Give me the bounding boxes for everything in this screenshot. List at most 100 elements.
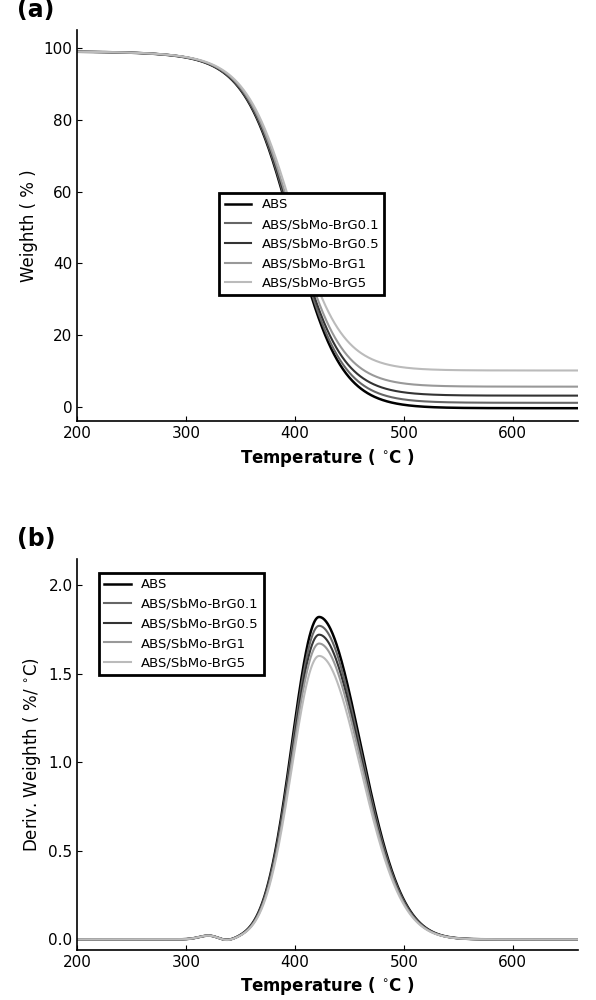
ABS — [294, 244, 302, 256]
ABS/SbMo-BrG0.5 — [74, 46, 81, 58]
ABS/SbMo-BrG0.1 — [473, 397, 480, 409]
Legend: ABS, ABS/SbMo-BrG0.1, ABS/SbMo-BrG0.5, ABS/SbMo-BrG1, ABS/SbMo-BrG5: ABS, ABS/SbMo-BrG0.1, ABS/SbMo-BrG0.5, A… — [219, 193, 384, 295]
ABS — [418, 401, 425, 413]
ABS/SbMo-BrG1 — [277, 170, 284, 182]
ABS/SbMo-BrG1 — [464, 380, 471, 392]
ABS/SbMo-BrG5 — [224, 934, 231, 946]
ABS/SbMo-BrG0.5 — [74, 933, 81, 945]
ABS/SbMo-BrG0.5 — [277, 822, 284, 834]
ABS/SbMo-BrG0.5 — [294, 237, 302, 249]
ABS/SbMo-BrG5 — [74, 933, 81, 945]
ABS/SbMo-BrG5 — [418, 363, 425, 375]
ABS/SbMo-BrG5 — [464, 364, 471, 376]
ABS/SbMo-BrG0.5 — [125, 47, 132, 59]
ABS/SbMo-BrG5 — [125, 47, 132, 59]
ABS/SbMo-BrG5 — [277, 830, 284, 842]
Line: ABS/SbMo-BrG1: ABS/SbMo-BrG1 — [77, 644, 578, 940]
ABS — [224, 934, 231, 946]
ABS/SbMo-BrG0.5 — [575, 390, 582, 402]
ABS/SbMo-BrG1 — [74, 46, 81, 58]
ABS — [464, 402, 471, 414]
ABS — [465, 933, 473, 945]
ABS/SbMo-BrG1 — [575, 933, 582, 945]
ABS/SbMo-BrG0.1 — [295, 698, 302, 710]
Line: ABS/SbMo-BrG0.1: ABS/SbMo-BrG0.1 — [77, 52, 578, 403]
ABS/SbMo-BrG0.1 — [125, 47, 132, 59]
ABS/SbMo-BrG0.1 — [418, 395, 425, 407]
Line: ABS/SbMo-BrG0.5: ABS/SbMo-BrG0.5 — [77, 635, 578, 940]
ABS/SbMo-BrG5 — [575, 364, 582, 376]
X-axis label: Temperature ( $^{\circ}$C ): Temperature ( $^{\circ}$C ) — [240, 447, 415, 469]
ABS/SbMo-BrG1 — [294, 232, 302, 244]
ABS — [125, 933, 132, 945]
ABS/SbMo-BrG1 — [465, 933, 473, 945]
ABS/SbMo-BrG1 — [575, 381, 582, 393]
ABS/SbMo-BrG0.5 — [224, 934, 231, 946]
ABS/SbMo-BrG0.5 — [474, 933, 482, 945]
ABS/SbMo-BrG0.1 — [125, 933, 132, 945]
ABS/SbMo-BrG0.5 — [575, 933, 582, 945]
ABS/SbMo-BrG5 — [295, 721, 302, 733]
ABS/SbMo-BrG1 — [473, 380, 480, 392]
ABS/SbMo-BrG0.1 — [315, 620, 322, 632]
ABS — [295, 691, 302, 703]
ABS/SbMo-BrG1 — [315, 638, 322, 650]
ABS/SbMo-BrG1 — [74, 933, 81, 945]
ABS/SbMo-BrG1 — [125, 47, 132, 59]
ABS/SbMo-BrG0.5 — [464, 389, 471, 401]
ABS — [74, 933, 81, 945]
ABS/SbMo-BrG5 — [294, 223, 302, 235]
ABS/SbMo-BrG0.1 — [224, 934, 231, 946]
ABS/SbMo-BrG5 — [74, 46, 81, 58]
ABS — [474, 933, 482, 945]
Line: ABS/SbMo-BrG5: ABS/SbMo-BrG5 — [77, 52, 578, 370]
ABS/SbMo-BrG1 — [125, 933, 132, 945]
Y-axis label: Deriv. Weighth ( %/ $^{\circ}$C): Deriv. Weighth ( %/ $^{\circ}$C) — [21, 657, 43, 852]
ABS/SbMo-BrG1 — [474, 933, 482, 945]
Y-axis label: Weighth ( % ): Weighth ( % ) — [20, 169, 38, 282]
ABS/SbMo-BrG0.1 — [74, 933, 81, 945]
ABS — [125, 47, 132, 59]
ABS/SbMo-BrG1 — [418, 379, 425, 391]
ABS/SbMo-BrG0.5 — [277, 174, 284, 186]
Line: ABS/SbMo-BrG0.1: ABS/SbMo-BrG0.1 — [77, 626, 578, 940]
ABS/SbMo-BrG5 — [575, 933, 582, 945]
ABS/SbMo-BrG5 — [474, 933, 482, 945]
ABS/SbMo-BrG0.1 — [575, 397, 582, 409]
ABS/SbMo-BrG0.1 — [277, 176, 284, 188]
ABS/SbMo-BrG0.5 — [418, 920, 426, 932]
ABS — [418, 919, 426, 931]
ABS/SbMo-BrG0.1 — [575, 933, 582, 945]
ABS/SbMo-BrG0.1 — [464, 397, 471, 409]
ABS — [277, 816, 284, 828]
ABS — [575, 402, 582, 414]
ABS/SbMo-BrG0.1 — [465, 933, 473, 945]
ABS/SbMo-BrG0.5 — [418, 388, 425, 400]
ABS/SbMo-BrG0.1 — [418, 919, 426, 931]
Text: (a): (a) — [17, 0, 55, 22]
ABS/SbMo-BrG0.5 — [473, 389, 480, 401]
ABS — [315, 611, 322, 623]
ABS — [74, 46, 81, 58]
Line: ABS/SbMo-BrG0.5: ABS/SbMo-BrG0.5 — [77, 52, 578, 396]
ABS/SbMo-BrG1 — [295, 711, 302, 723]
ABS/SbMo-BrG0.5 — [125, 933, 132, 945]
ABS/SbMo-BrG0.1 — [277, 819, 284, 831]
ABS/SbMo-BrG0.1 — [474, 933, 482, 945]
Line: ABS/SbMo-BrG5: ABS/SbMo-BrG5 — [77, 656, 578, 940]
ABS/SbMo-BrG1 — [277, 826, 284, 838]
ABS — [575, 933, 582, 945]
ABS/SbMo-BrG0.1 — [74, 46, 81, 58]
Line: ABS: ABS — [77, 52, 578, 408]
ABS — [277, 178, 284, 190]
ABS/SbMo-BrG0.5 — [315, 629, 322, 641]
ABS/SbMo-BrG1 — [224, 934, 231, 946]
ABS/SbMo-BrG0.1 — [294, 241, 302, 253]
Line: ABS/SbMo-BrG1: ABS/SbMo-BrG1 — [77, 52, 578, 387]
ABS/SbMo-BrG5 — [277, 164, 284, 176]
X-axis label: Temperature ( $^{\circ}$C ): Temperature ( $^{\circ}$C ) — [240, 975, 415, 997]
ABS/SbMo-BrG5 — [465, 933, 473, 945]
Text: (b): (b) — [17, 527, 56, 551]
ABS/SbMo-BrG5 — [315, 650, 322, 662]
ABS/SbMo-BrG1 — [418, 920, 426, 932]
